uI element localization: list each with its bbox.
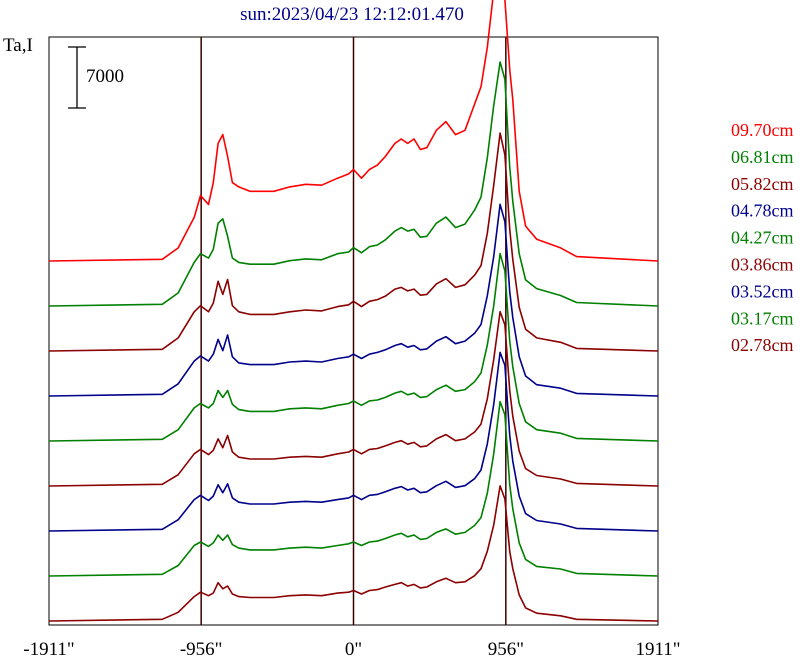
x-tick-label: -1911" bbox=[23, 639, 74, 660]
x-tick-label: 956" bbox=[488, 639, 524, 660]
legend-entry: 04.78cm bbox=[731, 201, 794, 221]
legend-entry: 05.82cm bbox=[731, 174, 794, 194]
legend-entry: 02.78cm bbox=[731, 335, 794, 355]
legend: 09.70cm 06.81cm 05.82cm 04.78cm 04.27cm 03.86… bbox=[731, 120, 794, 355]
legend-entry: 04.27cm bbox=[731, 228, 794, 248]
chart-title: sun:2023/04/23 12:12:01.470 bbox=[240, 4, 464, 25]
series-line-04.27cm bbox=[48, 252, 659, 442]
scale-bar: 7000 bbox=[68, 46, 124, 109]
series-line-03.86cm bbox=[48, 310, 659, 487]
series-line-04.78cm bbox=[48, 203, 659, 397]
series-line-06.81cm bbox=[48, 61, 659, 307]
scale-bar-label: 7000 bbox=[86, 66, 124, 87]
series-line-03.17cm bbox=[48, 400, 659, 577]
series-lines bbox=[48, 0, 659, 622]
x-tick-label: 1911" bbox=[635, 639, 680, 660]
legend-entry: 09.70cm bbox=[731, 120, 794, 140]
series-line-05.82cm bbox=[48, 132, 659, 352]
x-tick-labels: -1911" -956" 0" 956" 1911" bbox=[23, 639, 680, 660]
y-axis-label: Ta,I bbox=[3, 35, 33, 56]
legend-entry: 03.17cm bbox=[731, 308, 794, 328]
series-line-02.78cm bbox=[48, 485, 659, 622]
x-tick-label: -956" bbox=[180, 639, 223, 660]
series-line-09.70cm bbox=[48, 0, 659, 262]
x-tick-label: 0" bbox=[345, 639, 362, 660]
series-line-03.52cm bbox=[48, 351, 659, 532]
legend-entry: 03.52cm bbox=[731, 281, 794, 301]
legend-entry: 06.81cm bbox=[731, 147, 794, 167]
vertical-markers bbox=[200, 37, 507, 625]
legend-entry: 03.86cm bbox=[731, 255, 794, 275]
